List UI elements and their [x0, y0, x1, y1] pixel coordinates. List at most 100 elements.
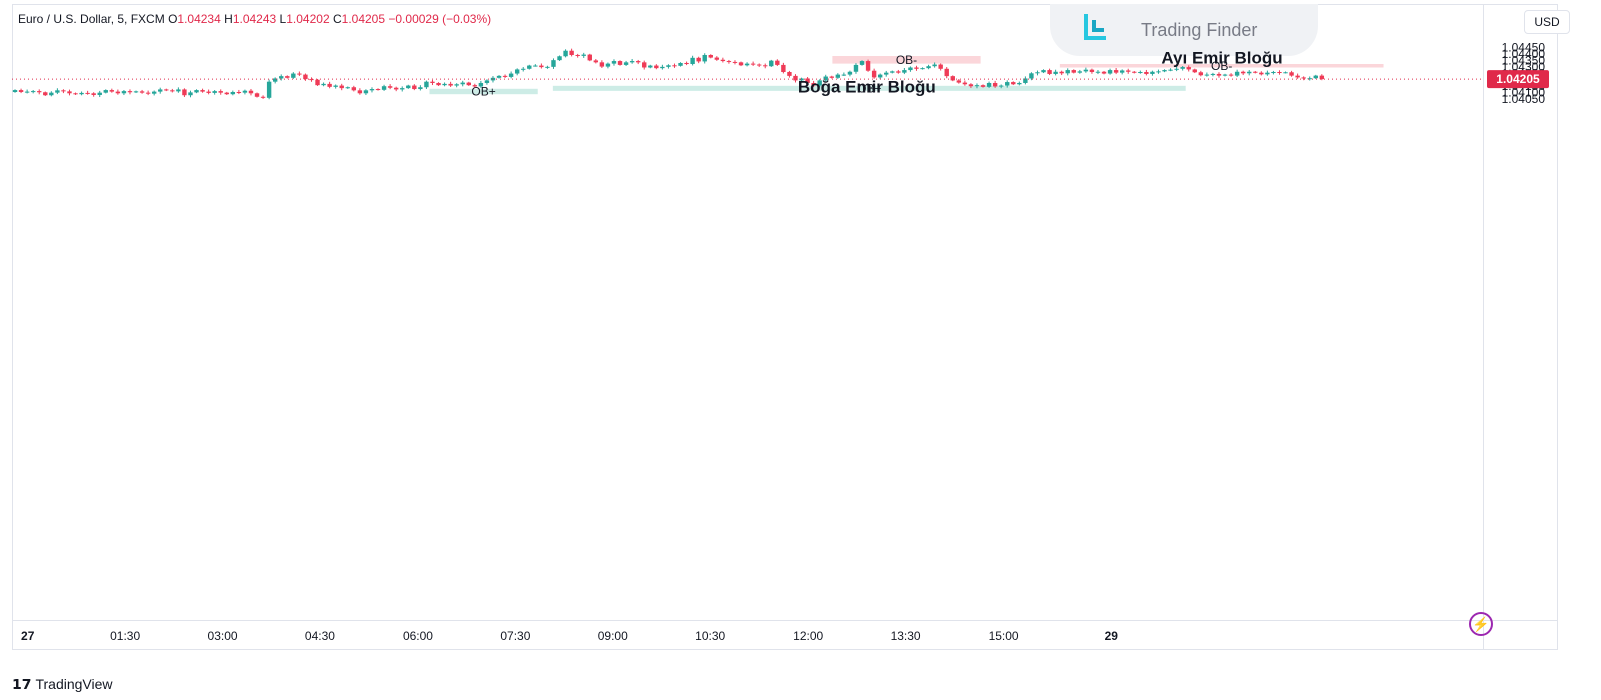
lightning-icon[interactable]: ⚡	[1469, 612, 1493, 636]
bearish-candle	[720, 59, 726, 62]
bullish-candle	[1222, 74, 1228, 76]
bearish-candle	[260, 96, 266, 98]
bearish-candle	[944, 68, 949, 77]
bullish-candle	[158, 89, 163, 92]
bearish-candle	[139, 91, 145, 93]
bullish-candle	[1107, 70, 1113, 74]
bullish-candle	[1017, 82, 1022, 85]
bullish-candle	[1029, 73, 1034, 79]
bearish-candle	[793, 75, 798, 81]
bearish-candle	[962, 82, 968, 85]
time-tick-label: 03:00	[208, 629, 238, 643]
bullish-candle	[460, 82, 465, 85]
bullish-candle	[418, 87, 423, 90]
bullish-candle	[133, 91, 139, 93]
bearish-candle	[865, 61, 871, 71]
bearish-candle	[1192, 69, 1197, 73]
bearish-candle	[448, 83, 453, 86]
time-tick-label: 10:30	[695, 629, 725, 643]
bearish-candle	[351, 87, 357, 91]
bullish-candle	[1150, 71, 1155, 74]
chart-frame	[12, 4, 1558, 650]
bearish-candle	[315, 79, 320, 86]
bullish-candle	[1138, 72, 1143, 74]
bearish-candle	[236, 92, 242, 94]
bearish-candle	[956, 80, 962, 83]
bullish-candle	[176, 89, 181, 92]
bearish-candle	[182, 89, 187, 96]
bullish-candle	[1162, 70, 1167, 72]
bearish-candle	[18, 90, 24, 93]
bearish-candle	[436, 82, 441, 86]
bearish-candle	[145, 92, 151, 94]
bearish-candle	[829, 76, 834, 78]
bearish-candle	[968, 84, 974, 87]
bullish-candle	[629, 61, 635, 63]
bullish-candle	[859, 61, 865, 65]
bullish-candle	[1156, 71, 1161, 73]
bullish-candle	[484, 80, 490, 83]
time-tick-label: 29	[1105, 629, 1119, 643]
bullish-candle	[1210, 73, 1216, 75]
bearish-candle	[1216, 73, 1222, 76]
tradingview-logo[interactable]: 𝟭𝟳 TradingView	[12, 676, 113, 693]
bearish-candle	[170, 90, 175, 92]
bearish-candle	[539, 65, 544, 68]
bearish-candle	[502, 75, 508, 77]
bearish-candle	[357, 90, 363, 94]
time-tick-label: 13:30	[891, 629, 921, 643]
bullish-candle	[121, 91, 127, 94]
bullish-candle	[974, 85, 980, 87]
bearish-candle	[914, 67, 919, 69]
bearish-candle	[375, 89, 381, 91]
bullish-candle	[823, 76, 828, 81]
bearish-candle	[938, 64, 943, 69]
bullish-candle	[1041, 70, 1046, 73]
bearish-candle	[1295, 75, 1300, 78]
bullish-candle	[690, 57, 695, 65]
bullish-candle	[611, 61, 617, 64]
bullish-candle	[678, 62, 683, 66]
time-tick-label: 07:30	[500, 629, 530, 643]
low-label: L	[279, 12, 287, 26]
high-value: 1.04243	[232, 12, 277, 26]
bearish-candle	[1277, 72, 1282, 74]
bearish-candle	[43, 92, 48, 96]
bearish-candle	[896, 71, 901, 73]
bearish-candle	[732, 61, 738, 63]
bearish-candle	[285, 76, 290, 78]
bullish-candle	[660, 66, 665, 69]
bearish-candle	[327, 83, 332, 87]
high-label: H	[224, 12, 233, 26]
bullish-candle	[1247, 71, 1252, 74]
bullish-candle	[908, 67, 913, 71]
bearish-candle	[750, 63, 756, 65]
bearish-candle	[1319, 75, 1325, 80]
bullish-candle	[769, 60, 774, 67]
bullish-candle	[702, 54, 707, 62]
close-label: C	[332, 12, 342, 26]
bearish-candle	[224, 92, 229, 95]
bullish-candle	[151, 91, 157, 94]
bullish-candle	[1035, 72, 1040, 74]
bearish-order-block-zone	[1059, 64, 1384, 68]
bearish-order-block-zone	[832, 56, 981, 64]
bearish-candle	[248, 90, 254, 94]
time-tick-label: 15:00	[989, 629, 1019, 643]
trading-finder-text: Trading Finder	[1141, 20, 1258, 40]
time-tick-label: 01:30	[110, 629, 140, 643]
bearish-candle	[708, 54, 713, 58]
bullish-candle	[557, 56, 562, 61]
currency-button[interactable]: USD	[1524, 10, 1570, 34]
bullish-candle	[853, 64, 859, 72]
low-value: 1.04202	[286, 12, 330, 26]
bearish-candle	[37, 91, 42, 93]
tradingview-mark-icon: 𝟭𝟳	[12, 676, 32, 692]
bullish-order-block-zone	[429, 88, 538, 95]
bearish-candle	[587, 54, 592, 61]
bullish-candle	[1083, 69, 1089, 72]
time-tick-label: 06:00	[403, 629, 433, 643]
bearish-candle	[950, 76, 955, 81]
bearish-candle	[1186, 67, 1191, 70]
